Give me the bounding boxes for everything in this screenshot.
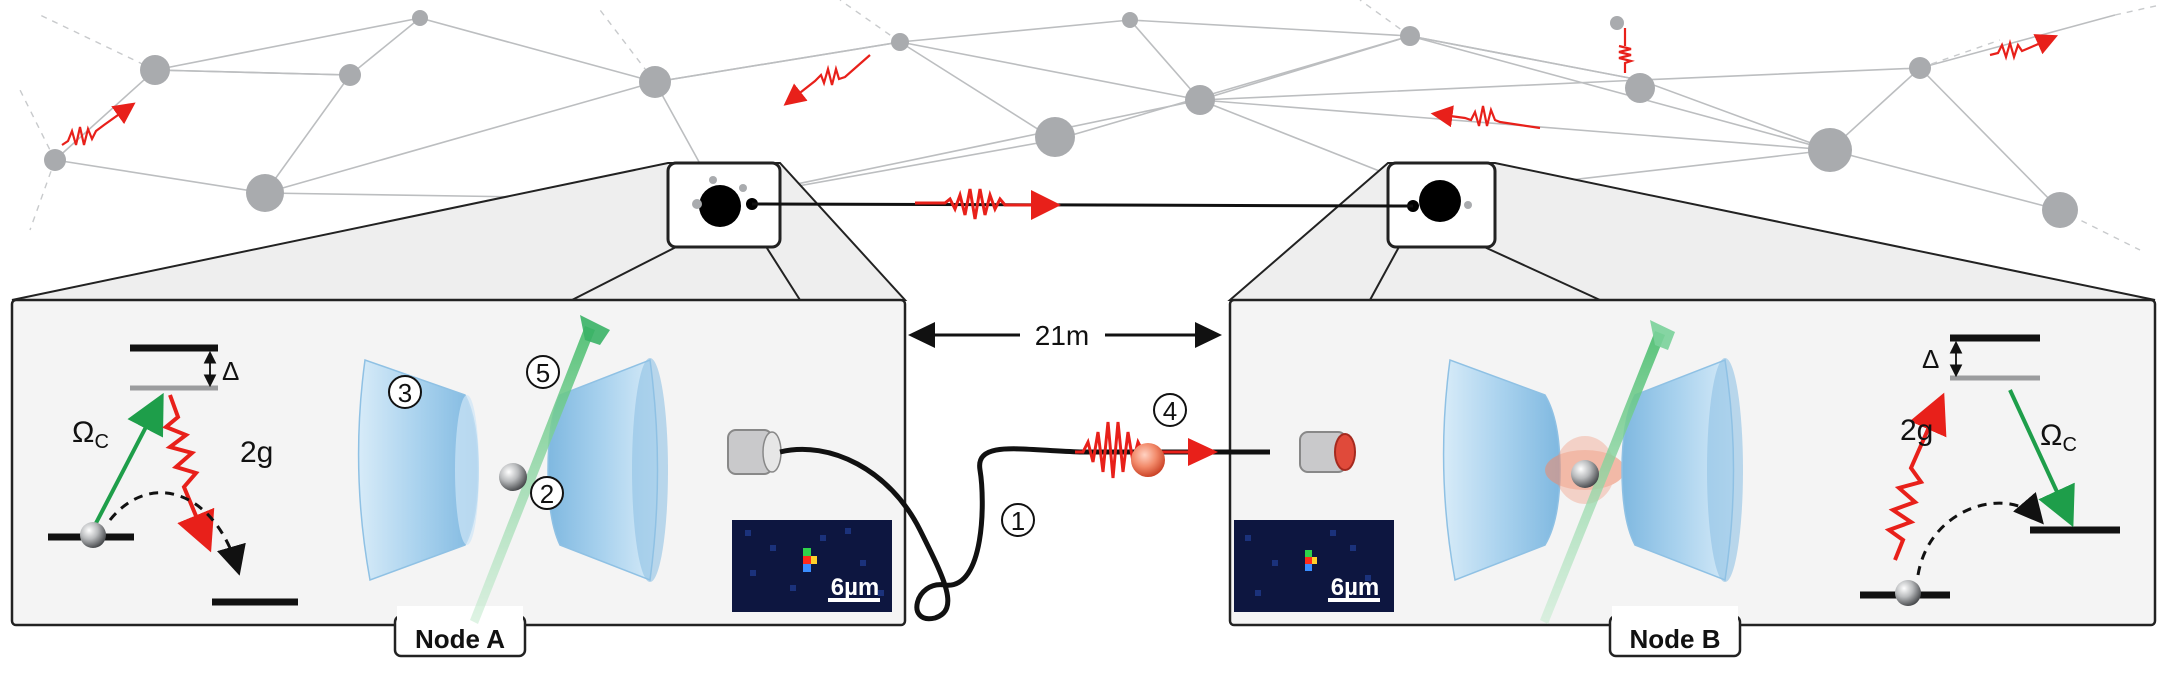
network-background (54, 14, 2116, 211)
photon-arrowhead (1188, 438, 1218, 466)
node-a-box (666, 161, 782, 249)
atom-icon (499, 463, 527, 491)
cavity-a (357, 315, 668, 624)
optical-fiber (779, 446, 1270, 622)
svg-text:ΩC: ΩC (2040, 419, 2077, 456)
coupling-label: 2g (240, 436, 273, 469)
fiber-coupler-icon (1299, 431, 1356, 473)
photon-wavepacket-icon (1989, 34, 2059, 61)
atom-icon (1895, 580, 1921, 606)
network-edge-dashes (19, 0, 2161, 251)
marker-2: 2 (540, 479, 554, 509)
photon-wavepacket-icon (61, 102, 136, 146)
marker-4: 4 (1163, 396, 1177, 426)
atom-icon (1571, 460, 1599, 488)
network-photons (61, 28, 2059, 146)
detuning-label: Δ (222, 356, 239, 386)
scale-bar-b: 6µm (1331, 574, 1380, 601)
detuning-label-b: Δ (1922, 344, 1939, 374)
photon-wavepacket-icon (1618, 28, 1635, 73)
atom-icon (80, 522, 106, 548)
control-subscript: C (94, 431, 108, 453)
photon-wavepacket-icon (783, 54, 871, 106)
marker-3: 3 (398, 378, 412, 408)
control-label: Ω (72, 416, 94, 449)
camera-image-a: 6µm (732, 520, 892, 612)
node-b-panel: Node B 6µm (1228, 298, 2157, 658)
network-nodes (44, 10, 2078, 228)
link-photon (915, 188, 1061, 220)
coupling-label-b: 2g (1900, 414, 1933, 447)
node-a-panel: Node A Δ ΩC 2g (10, 298, 907, 658)
distance-indicator: 21m (908, 318, 1222, 352)
control-subscript-b: C (2062, 434, 2076, 456)
control-label-b: Ω (2040, 419, 2062, 452)
photon-wavepacket-icon (1430, 105, 1541, 130)
photon-icon (1131, 443, 1165, 477)
node-link (751, 202, 1414, 208)
distance-label: 21m (1035, 320, 1089, 351)
level-scheme-a: Δ ΩC 2g (48, 344, 298, 606)
fiber-coupler-icon (727, 429, 782, 475)
scale-bar-a: 6µm (831, 574, 880, 601)
node-b-box (1386, 161, 1497, 249)
marker-1: 1 (1011, 506, 1025, 536)
markers-a (388, 355, 564, 510)
marker-5: 5 (536, 358, 550, 388)
markers-mid (1001, 393, 1187, 537)
cavity-b (1442, 320, 1743, 624)
node-b-label: Node B (1630, 624, 1721, 654)
node-a-label: Node A (415, 624, 505, 654)
svg-text:ΩC: ΩC (72, 416, 109, 453)
zoom-wedge-b (1227, 162, 2156, 301)
camera-image-b: 6µm (1234, 520, 1394, 612)
level-scheme-b: Δ ΩC 2g (1860, 334, 2120, 606)
